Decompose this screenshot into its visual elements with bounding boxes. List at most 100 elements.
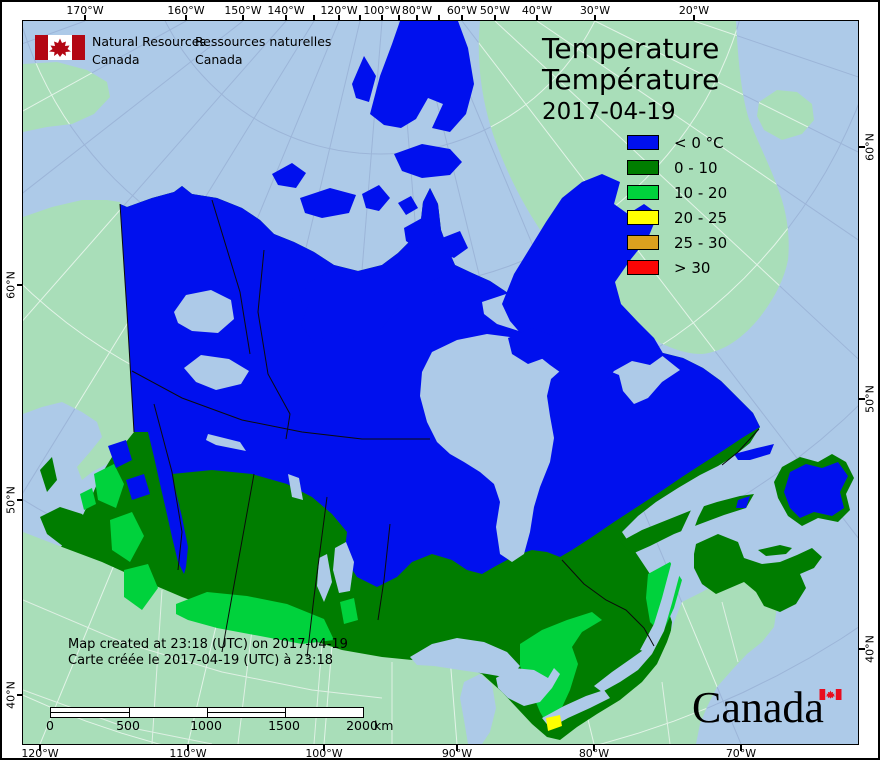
legend-swatch — [627, 260, 659, 275]
axis-tick-top — [416, 15, 418, 21]
lakes-and-bays — [174, 290, 722, 744]
axis-tick-bottom — [456, 745, 458, 751]
axis-label-bottom: 90°W — [441, 747, 473, 760]
axis-label-bottom: 70°W — [725, 747, 757, 760]
scale-bar-label: 2000 — [346, 718, 378, 733]
vancouver-island — [40, 507, 94, 547]
axis-tick-right — [859, 648, 865, 650]
axis-label-left: 40°N — [4, 681, 18, 709]
banks-island — [268, 248, 316, 303]
us-state-borders — [23, 589, 739, 744]
axis-tick-bottom — [187, 745, 189, 751]
government-signature: Natural Resources Canada Ressources natu… — [35, 33, 455, 81]
ellesmere-island — [370, 21, 474, 132]
st-lawrence-river — [640, 470, 722, 654]
legend-label: > 30 — [674, 259, 711, 277]
longitude-line — [536, 21, 814, 744]
axis-tick-top — [461, 15, 463, 21]
axis-label-top: 30°W — [579, 4, 611, 17]
lake-superior — [410, 638, 520, 678]
legend-swatch — [627, 135, 659, 150]
axel-heiberg-island — [352, 56, 376, 102]
scale-bar-segment — [51, 708, 129, 717]
axis-label-top: 120°W — [320, 4, 358, 17]
axis-tick-top — [185, 15, 187, 21]
canada-wordmark: Canada — [692, 685, 842, 731]
axis-label-bottom: 120°W — [21, 747, 59, 760]
lake-athabasca — [206, 434, 246, 451]
scale-bar-segment — [207, 708, 285, 717]
prince-edward-island — [758, 545, 792, 556]
bathurst-island — [362, 185, 390, 211]
province-borders — [119, 199, 760, 658]
legend-label: < 0 °C — [674, 134, 724, 152]
axis-label-right: 60°N — [863, 133, 877, 161]
axis-tick-right — [859, 398, 865, 400]
axis-label-top: 40°W — [521, 4, 553, 17]
axis-label-bottom: 110°W — [169, 747, 207, 760]
somerset-island — [442, 231, 468, 258]
axis-tick-top — [359, 15, 361, 21]
axis-tick-left — [17, 694, 23, 696]
legend-swatch — [627, 160, 659, 175]
axis-tick-top — [381, 15, 383, 21]
axis-label-bottom: 80°W — [578, 747, 610, 760]
devon-island — [394, 144, 462, 178]
longitude-line — [23, 21, 244, 194]
canada-flag-icon — [35, 35, 85, 60]
maritimes — [694, 534, 822, 612]
scale-bar-label: 500 — [116, 718, 140, 733]
agency-name-french: Ressources naturelles Canada — [195, 34, 332, 67]
victoria-island — [301, 271, 398, 343]
legend-label: 10 - 20 — [674, 184, 728, 202]
legend-swatch — [627, 235, 659, 250]
prince-of-wales-island — [404, 218, 439, 248]
axis-label-top: 20°W — [678, 4, 710, 17]
scale-bar-label: 0 — [46, 718, 54, 733]
axis-label-top: 140°W — [267, 4, 305, 17]
axis-tick-left — [17, 284, 23, 286]
axis-tick-top — [438, 15, 440, 21]
lake-winnipeg — [333, 542, 354, 593]
axis-tick-top — [242, 15, 244, 21]
newfoundland-below-zero — [784, 462, 848, 518]
axis-label-top: 160°W — [167, 4, 205, 17]
axis-label-left: 50°N — [4, 486, 18, 514]
axis-label-left: 60°N — [4, 271, 18, 299]
axis-tick-top — [494, 15, 496, 21]
haida-gwaii — [40, 457, 57, 492]
axis-label-top: 60°W — [446, 4, 478, 17]
lake-winnipegosis — [317, 554, 332, 602]
creation-notes: Map created at 23:18 (UTC) on 2017-04-19… — [68, 637, 348, 668]
great-slave-lake — [184, 355, 249, 390]
creation-note-french: Carte créée le 2017-04-19 (UTC) à 23:18 — [68, 652, 333, 668]
axis-tick-top — [594, 15, 596, 21]
title-english: Temperature — [542, 32, 720, 65]
longitude-line — [594, 21, 858, 153]
legend-label: 0 - 10 — [674, 159, 718, 177]
lake-michigan — [460, 674, 496, 744]
prince-patrick-island — [272, 163, 306, 188]
axis-label-top: 150°W — [224, 4, 262, 17]
axis-tick-top — [313, 15, 315, 21]
axis-tick-top — [84, 15, 86, 21]
canada-temperature-map — [23, 21, 858, 744]
agency-name-english: Natural Resources Canada — [92, 34, 206, 67]
melville-island — [300, 188, 356, 218]
axis-label-top: 50°W — [479, 4, 511, 17]
legend-label: 25 - 30 — [674, 234, 728, 252]
axis-tick-top — [536, 15, 538, 21]
axis-tick-right — [859, 146, 865, 148]
gaspe-highlands-cold — [736, 496, 750, 508]
axis-tick-top — [398, 15, 400, 21]
scale-bar — [50, 707, 364, 718]
axis-tick-bottom — [39, 745, 41, 751]
wordmark-flag-icon — [819, 689, 842, 700]
scale-bar-unit: km — [374, 718, 394, 733]
king-william-island — [426, 277, 447, 295]
axis-label-right: 40°N — [863, 635, 877, 663]
axis-label-bottom: 100°W — [305, 747, 343, 760]
anticosti-island — [734, 444, 774, 460]
legend-swatch — [627, 185, 659, 200]
